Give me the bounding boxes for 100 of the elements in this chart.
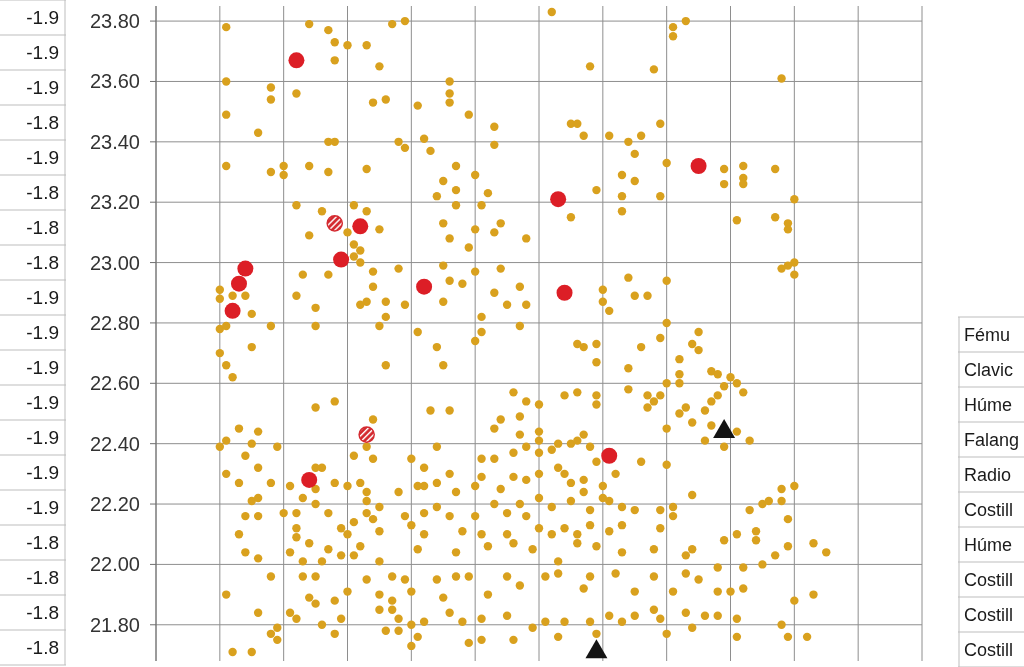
point bbox=[592, 457, 601, 466]
point bbox=[681, 608, 691, 617]
y-tick-label: 21.80 bbox=[89, 613, 140, 636]
point bbox=[662, 460, 671, 469]
text: Radio bbox=[964, 464, 1012, 485]
point bbox=[783, 632, 793, 642]
point bbox=[470, 511, 480, 521]
y-tick-label: 23.60 bbox=[89, 70, 140, 93]
point bbox=[362, 487, 371, 497]
point bbox=[324, 508, 333, 518]
point bbox=[311, 572, 320, 581]
point bbox=[215, 442, 225, 451]
point bbox=[515, 499, 525, 509]
point bbox=[349, 517, 359, 527]
point bbox=[739, 563, 748, 572]
point bbox=[656, 524, 665, 533]
text: Húme bbox=[964, 534, 1013, 555]
point bbox=[292, 533, 301, 542]
point bbox=[777, 620, 786, 629]
point bbox=[222, 436, 231, 445]
point bbox=[330, 478, 339, 488]
point bbox=[416, 278, 433, 295]
point bbox=[688, 623, 697, 632]
point bbox=[556, 284, 573, 301]
point bbox=[451, 548, 461, 557]
point bbox=[585, 572, 595, 581]
point bbox=[553, 632, 563, 642]
point bbox=[292, 524, 301, 533]
point bbox=[573, 539, 582, 548]
point bbox=[573, 530, 582, 539]
y-tick-label: 23.40 bbox=[89, 130, 140, 153]
point bbox=[630, 611, 639, 620]
point bbox=[490, 499, 499, 509]
point bbox=[713, 611, 722, 620]
point bbox=[656, 614, 665, 623]
y-tick-label: 22.40 bbox=[89, 432, 140, 455]
point bbox=[222, 321, 231, 331]
text: -1.9 bbox=[26, 42, 59, 63]
point bbox=[502, 611, 512, 620]
point bbox=[445, 608, 454, 617]
point bbox=[534, 493, 544, 503]
point bbox=[732, 614, 742, 623]
point bbox=[349, 551, 359, 560]
point bbox=[534, 469, 544, 479]
point bbox=[439, 593, 448, 602]
point bbox=[477, 530, 486, 539]
text: -1.9 bbox=[26, 497, 59, 518]
text: -1.8 bbox=[26, 602, 59, 623]
point bbox=[362, 508, 371, 518]
point bbox=[330, 596, 339, 605]
text: -1.9 bbox=[26, 7, 59, 28]
point bbox=[790, 596, 799, 605]
point bbox=[413, 632, 422, 642]
text: Costill bbox=[964, 639, 1014, 660]
point bbox=[445, 406, 454, 415]
point bbox=[662, 424, 671, 433]
point bbox=[237, 260, 254, 277]
point bbox=[247, 647, 256, 657]
text: Costill bbox=[964, 604, 1014, 625]
point bbox=[445, 511, 454, 521]
point bbox=[419, 617, 429, 626]
point bbox=[330, 629, 339, 639]
point bbox=[266, 572, 276, 581]
point bbox=[224, 302, 241, 319]
point bbox=[343, 587, 352, 596]
point bbox=[352, 218, 369, 235]
text: Clavic bbox=[964, 359, 1014, 380]
point bbox=[579, 487, 588, 497]
text: -1.8 bbox=[26, 182, 59, 203]
text: -1.8 bbox=[26, 217, 59, 238]
y-tick-label: 23.20 bbox=[89, 191, 140, 214]
point bbox=[301, 471, 318, 488]
text: -1.8 bbox=[26, 252, 59, 273]
point bbox=[375, 605, 384, 614]
point bbox=[617, 548, 627, 557]
point bbox=[362, 442, 371, 451]
point bbox=[522, 511, 531, 521]
point bbox=[534, 524, 544, 533]
text: Costill bbox=[964, 499, 1014, 520]
point bbox=[375, 527, 384, 536]
point bbox=[550, 191, 567, 208]
point bbox=[305, 593, 314, 602]
point bbox=[656, 505, 665, 515]
text: -1.8 bbox=[26, 637, 59, 658]
y-tick-label: 22.00 bbox=[89, 553, 140, 576]
point bbox=[445, 276, 454, 285]
text: -1.8 bbox=[26, 112, 59, 133]
point bbox=[407, 641, 416, 651]
point bbox=[432, 575, 442, 584]
text: -1.9 bbox=[26, 357, 59, 378]
point bbox=[381, 626, 390, 636]
point bbox=[477, 614, 486, 623]
point bbox=[394, 626, 403, 636]
text: -1.8 bbox=[26, 532, 59, 553]
y-tick-label: 23.80 bbox=[89, 10, 140, 33]
point bbox=[311, 484, 320, 494]
y-tick-label: 23.00 bbox=[89, 251, 140, 274]
point bbox=[490, 454, 499, 463]
point bbox=[222, 469, 231, 479]
point bbox=[230, 275, 247, 292]
